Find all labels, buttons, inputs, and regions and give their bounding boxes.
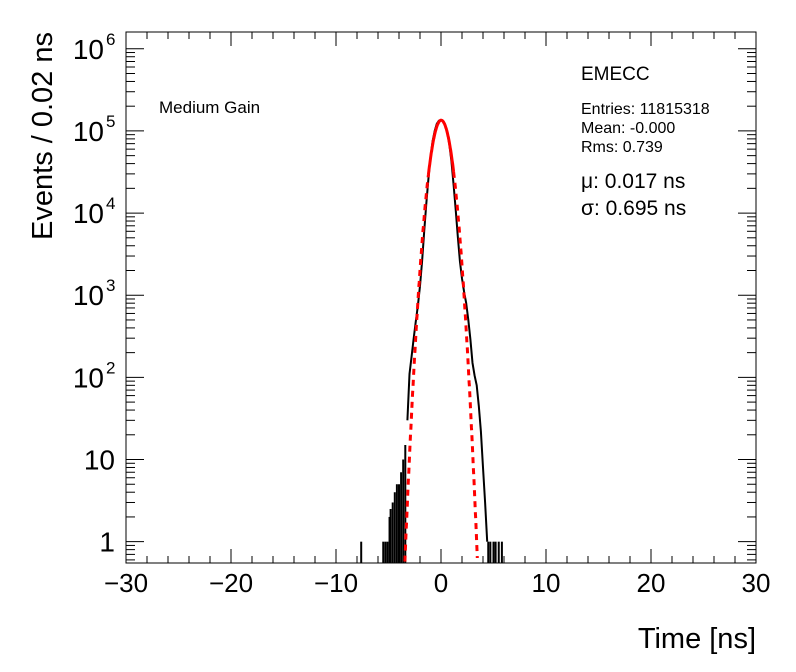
- x-tick-label: −30: [104, 568, 148, 598]
- gain-label: Medium Gain: [159, 98, 260, 117]
- y-tick-exponent: 6: [106, 30, 115, 49]
- x-tick-labels: −30 −20 −10 0 10 20 30: [104, 568, 771, 598]
- x-tick-label: 20: [637, 568, 666, 598]
- x-tick-label: 0: [434, 568, 448, 598]
- fit-curve: [426, 118, 456, 176]
- y-tick-label: 10: [73, 362, 104, 393]
- x-tick-label: 30: [742, 568, 771, 598]
- fit-extrapolation-right: [452, 171, 479, 559]
- x-tick-label: −20: [209, 568, 253, 598]
- fit-mu-text: μ: 0.017 ns: [581, 170, 685, 193]
- stats-rms: Rms: 0.739: [581, 139, 663, 156]
- y-tick-exponent: 2: [106, 358, 115, 377]
- y-tick-exponent: 3: [106, 276, 115, 295]
- y-tick-label: 10: [73, 198, 104, 229]
- axis-ticks: [125, 32, 757, 563]
- y-tick-label: 1: [99, 527, 115, 558]
- chart-title: EMECC: [581, 64, 650, 85]
- y-tick-label: 10: [84, 445, 115, 476]
- y-axis-label: Events / 0.02 ns: [27, 32, 59, 240]
- gaussian-fit: [403, 118, 479, 562]
- y-tick-label: 10: [73, 280, 104, 311]
- stats-mean: Mean: -0.000: [581, 120, 675, 137]
- y-tick-label: 10: [73, 34, 104, 65]
- x-axis-label: Time [ns]: [638, 623, 756, 655]
- stats-entries: Entries: 11815318: [581, 101, 710, 118]
- y-tick-exponent: 4: [106, 194, 115, 213]
- y-tick-label: 10: [73, 116, 104, 147]
- x-tick-label: 10: [532, 568, 561, 598]
- y-tick-exponent: 5: [106, 112, 115, 131]
- fit-extrapolation-left: [403, 174, 430, 562]
- fit-sigma-text: σ: 0.695 ns: [581, 197, 686, 220]
- x-tick-label: −10: [314, 568, 358, 598]
